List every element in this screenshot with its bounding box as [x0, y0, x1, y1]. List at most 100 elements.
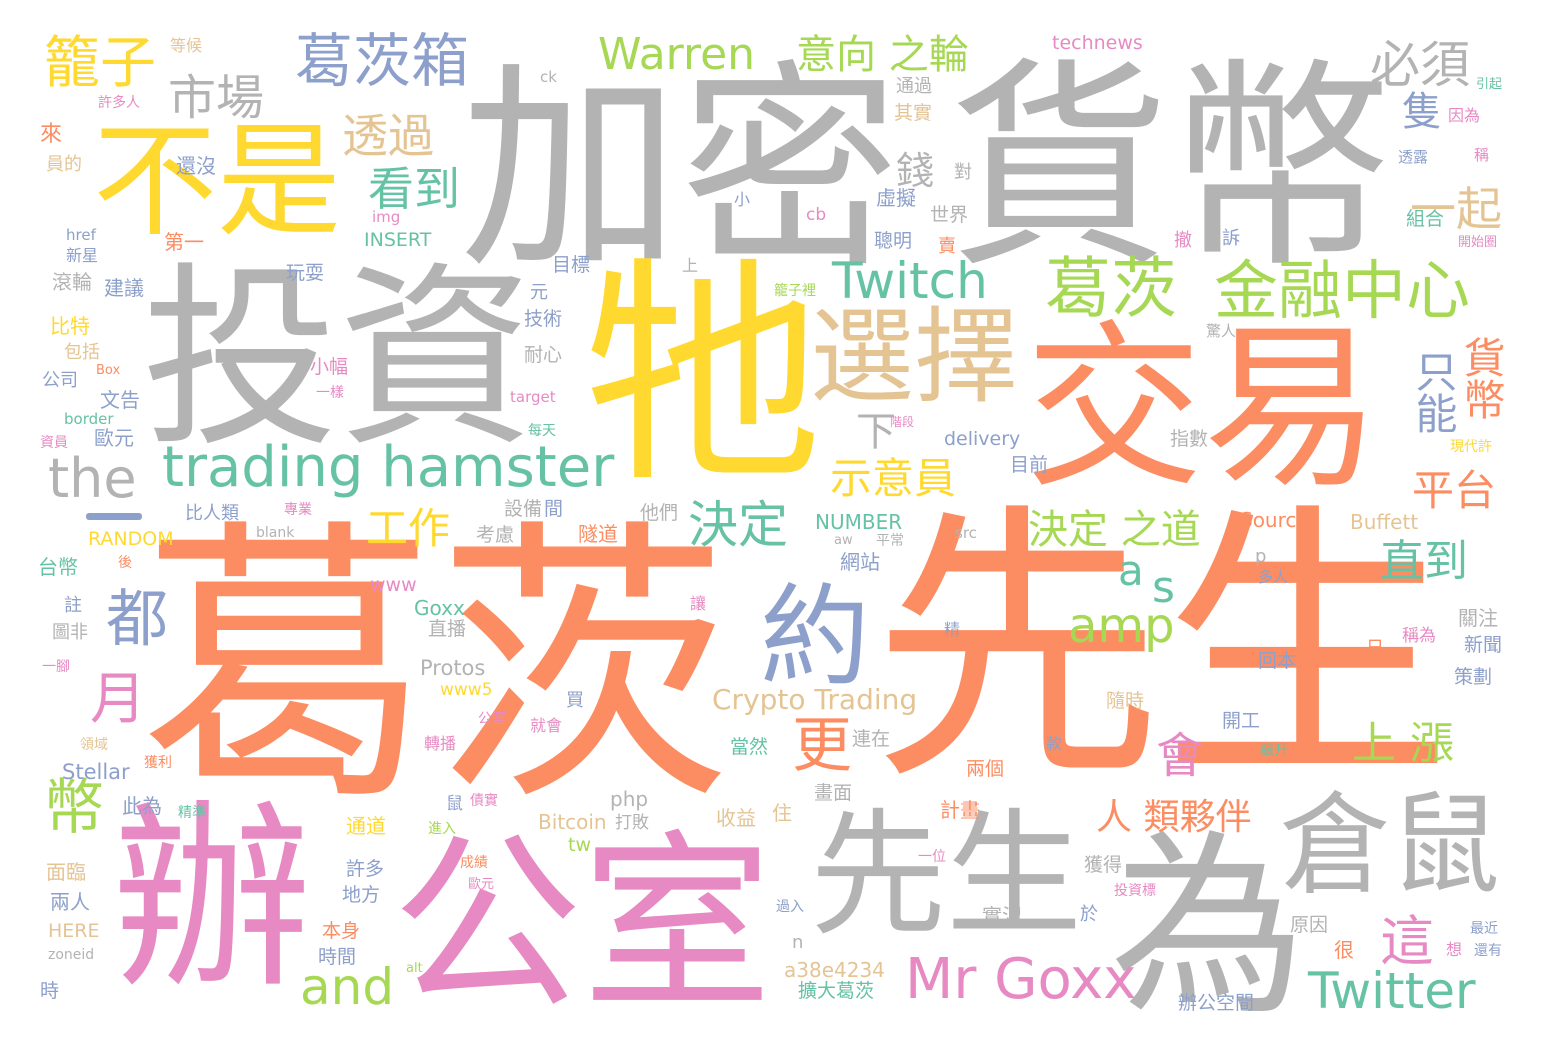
word-tou-guo: 透過 — [342, 109, 434, 163]
word-zhi-neng: 只能 — [1409, 350, 1458, 434]
word-hui: 會 — [1156, 728, 1205, 784]
word-wan-shua: 玩耍 — [286, 262, 325, 284]
word-cb: cb — [806, 205, 827, 225]
word-trading-hamster: trading hamster — [162, 435, 615, 500]
word-yuan: 元 — [530, 282, 548, 303]
word-tw: tw — [568, 834, 591, 856]
word-mu-qian: 目前 — [1010, 454, 1049, 476]
word-jiu-hui: 就會 — [530, 716, 563, 735]
word-cang-shu: 倉鼠 — [1280, 781, 1500, 909]
word-shu: 鼠 — [446, 794, 463, 814]
word-zhuan-ye: 專業 — [284, 502, 312, 518]
word-zhai-shi: 債實 — [470, 793, 498, 809]
word-cheng: 稱 — [1474, 146, 1490, 164]
word-yi-jiao: 一腳 — [42, 659, 70, 675]
word-cheng-ji: 成績 — [460, 855, 488, 871]
word-xian-sheng-gray: 先生 — [810, 797, 1082, 955]
word-biao-sheng: 飆升 — [1260, 743, 1288, 759]
word-xu-ni: 虛擬 — [876, 186, 916, 210]
word-nai-xin: 耐心 — [524, 344, 563, 366]
word-ge-ci-lime: 葛茨 — [1045, 250, 1177, 327]
word-di-yi: 第一 — [164, 230, 204, 254]
word-jin-rong-zhong-xin: 金融中心 — [1214, 255, 1470, 329]
word-she-bei: 設備 — [504, 498, 543, 520]
word-a38e4234: a38e4234 — [784, 958, 885, 982]
word-ta-men: 他們 — [640, 502, 679, 524]
word-yi-xiang-zhi-lun: 意向 之輪 — [796, 32, 969, 78]
word-guan-zhu: 關注 — [1458, 606, 1498, 630]
word-ou-yuan-pink: 歐元 — [468, 877, 495, 892]
word-yuan-de: 員的 — [46, 154, 82, 175]
word-the: the — [48, 447, 137, 510]
word-zhe: 這 — [1380, 910, 1434, 973]
word-shou-yi: 收益 — [716, 806, 756, 830]
word-zhi-shu: 指數 — [1170, 428, 1209, 450]
word-rang: 讓 — [690, 594, 707, 613]
word-yi-qi: 一起 — [1410, 182, 1502, 236]
word-lai: 來 — [40, 122, 63, 147]
word-blank: blank — [256, 525, 295, 541]
word-xian-dai-xu: 現代許 — [1450, 439, 1492, 455]
word-aw: aw — [834, 533, 853, 548]
word-technews: technews — [1052, 32, 1143, 54]
word-zhi: 隻 — [1395, 90, 1441, 130]
word-yuan-yin: 原因 — [1290, 914, 1329, 936]
word-php: php — [610, 787, 649, 811]
word-zoneid: zoneid — [48, 947, 95, 963]
word-jie-duan: 階段 — [890, 415, 915, 429]
word-shi: 時 — [40, 980, 60, 1002]
word-geng: 更 — [792, 711, 852, 781]
word-lian-zai: 連在 — [852, 728, 891, 750]
word-jue-ding: 決定 — [688, 496, 788, 554]
word-long-zi: 籠子 — [44, 31, 156, 96]
word-wang-zhan: 網站 — [840, 550, 880, 574]
word-zu-he: 組合 — [1406, 208, 1445, 230]
word-jin-ru: 進入 — [428, 821, 456, 837]
word-ji-hua: 計畫 — [940, 798, 980, 822]
word-tai-bi: 台幣 — [38, 555, 78, 579]
word-jia-mi: 加密 — [460, 42, 901, 298]
word-ge-ci: 葛茨 — [140, 495, 732, 840]
word-img: img — [372, 208, 401, 226]
word-kuan: 款 — [1046, 734, 1063, 753]
word-bi-te: 比特 — [50, 314, 90, 338]
word-ren-lei-huo-ban: 人 類夥伴 — [1096, 797, 1252, 838]
word-zhu-live: 住 — [772, 801, 792, 825]
word-mu-biao: 目標 — [552, 254, 591, 276]
word-xin-wen: 新聞 — [1464, 634, 1503, 656]
word-mai-sell: 賣 — [938, 236, 956, 257]
word-zhu: 註 — [64, 595, 82, 616]
word-bi-ren-lei: 比人類 — [185, 503, 239, 524]
word-kan-dao: 看到 — [368, 162, 460, 216]
word-xiao: 小 — [734, 190, 751, 209]
word-shang: 上 — [682, 256, 699, 275]
word-shi-kuang: 實況 — [982, 904, 1022, 928]
word-yu: 於 — [1080, 904, 1098, 925]
word-jing: 精 — [944, 620, 961, 639]
word-bu-shi: 不是 — [93, 110, 342, 254]
word-jing-zhun: 精準 — [178, 805, 206, 821]
word-source: Source — [1240, 508, 1309, 532]
word-bao-kuo: 包括 — [64, 342, 100, 363]
word-xiao-fu: 小幅 — [310, 356, 349, 378]
word-tou-zi-biao: 投資標 — [1114, 883, 1156, 899]
dash-mark — [86, 513, 142, 520]
word-shi-jian: 時間 — [318, 946, 357, 968]
word-mr-goxx: Mr Goxx — [905, 947, 1137, 1012]
word-gun-lun: 滾輪 — [52, 270, 92, 294]
word-box: Box — [96, 363, 121, 378]
word-xian-sheng: 先生 — [872, 481, 1452, 818]
word-zhi-dao: 直到 — [1380, 536, 1468, 587]
word-yin-qi: 引起 — [1476, 77, 1503, 92]
word-ben-shen: 本身 — [322, 920, 361, 942]
word-dang-ran: 當然 — [730, 736, 769, 758]
word-hui-ben: 回本 — [1258, 650, 1297, 672]
word-di-fang: 地方 — [342, 884, 381, 906]
word-bi-xu: 必須 — [1370, 36, 1470, 94]
word-jiao-yi: 交易 — [1025, 305, 1381, 512]
word-huo-bi: 貨幣 — [948, 40, 1392, 298]
word-random: RANDOM — [88, 528, 174, 550]
word-bitcoin: Bitcoin — [538, 810, 607, 834]
word-hen: 很 — [1334, 938, 1354, 962]
